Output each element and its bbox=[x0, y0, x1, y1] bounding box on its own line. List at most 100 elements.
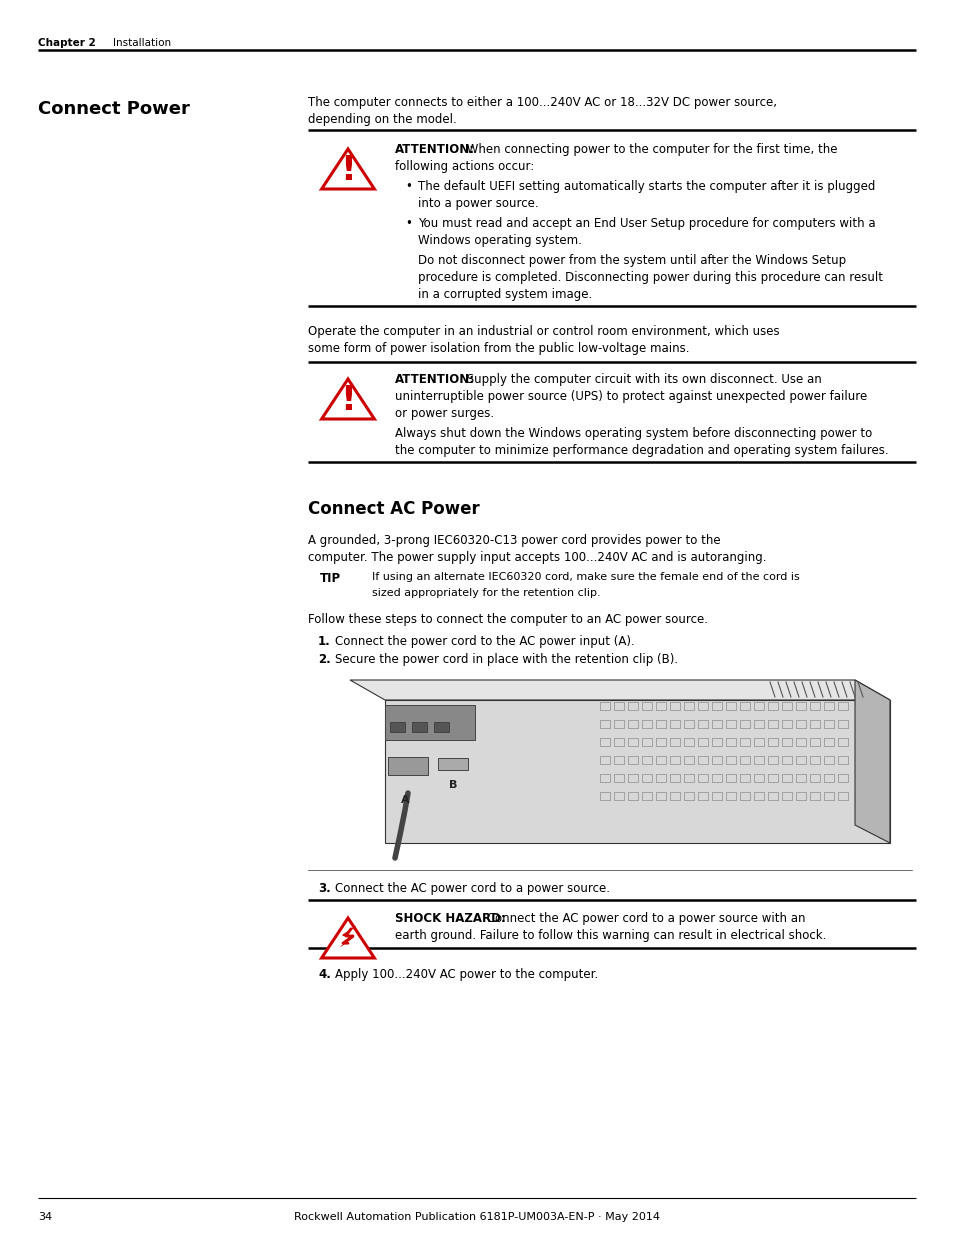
Bar bbox=[725, 774, 735, 782]
Text: ATTENTION:: ATTENTION: bbox=[395, 373, 475, 387]
Text: Secure the power cord in place with the retention clip (B).: Secure the power cord in place with the … bbox=[335, 653, 678, 666]
Bar bbox=[599, 756, 609, 764]
Bar bbox=[823, 774, 833, 782]
Bar bbox=[711, 792, 721, 800]
Bar bbox=[698, 739, 707, 746]
Text: TIP: TIP bbox=[319, 572, 341, 585]
Text: ⚡: ⚡ bbox=[337, 925, 357, 953]
Bar bbox=[781, 739, 791, 746]
Bar bbox=[711, 720, 721, 727]
Text: Connect AC Power: Connect AC Power bbox=[308, 500, 479, 517]
Bar bbox=[711, 756, 721, 764]
Bar bbox=[656, 739, 665, 746]
Bar bbox=[627, 701, 638, 710]
Bar bbox=[781, 720, 791, 727]
Bar bbox=[599, 792, 609, 800]
Bar bbox=[767, 774, 778, 782]
Bar bbox=[627, 774, 638, 782]
Bar bbox=[767, 701, 778, 710]
Text: B: B bbox=[448, 781, 456, 790]
Text: 4.: 4. bbox=[317, 968, 331, 981]
Bar bbox=[740, 774, 749, 782]
Bar bbox=[641, 701, 651, 710]
Bar bbox=[434, 722, 449, 732]
Text: 3.: 3. bbox=[317, 882, 331, 895]
Bar bbox=[669, 756, 679, 764]
Bar bbox=[725, 756, 735, 764]
Bar bbox=[837, 792, 847, 800]
Bar bbox=[614, 701, 623, 710]
Bar bbox=[809, 774, 820, 782]
Bar bbox=[599, 701, 609, 710]
Bar bbox=[795, 739, 805, 746]
Bar bbox=[641, 774, 651, 782]
Bar bbox=[767, 739, 778, 746]
Bar bbox=[753, 701, 763, 710]
Bar bbox=[809, 739, 820, 746]
Text: Connect the AC power cord to a power source with an: Connect the AC power cord to a power sou… bbox=[482, 911, 804, 925]
Text: If using an alternate IEC60320 cord, make sure the female end of the cord is: If using an alternate IEC60320 cord, mak… bbox=[372, 572, 799, 582]
Text: A: A bbox=[400, 795, 409, 805]
Bar bbox=[385, 705, 475, 740]
Bar bbox=[767, 756, 778, 764]
Text: Always shut down the Windows operating system before disconnecting power to: Always shut down the Windows operating s… bbox=[395, 427, 871, 440]
Bar bbox=[767, 720, 778, 727]
Bar bbox=[753, 774, 763, 782]
Text: depending on the model.: depending on the model. bbox=[308, 112, 456, 126]
Bar bbox=[641, 739, 651, 746]
Text: Windows operating system.: Windows operating system. bbox=[417, 233, 581, 247]
Bar bbox=[641, 756, 651, 764]
Bar bbox=[308, 668, 911, 869]
Bar bbox=[740, 701, 749, 710]
Bar bbox=[809, 756, 820, 764]
Bar bbox=[740, 720, 749, 727]
Bar bbox=[725, 739, 735, 746]
Text: The computer connects to either a 100...240V AC or 18...32V DC power source,: The computer connects to either a 100...… bbox=[308, 96, 776, 109]
Bar bbox=[711, 739, 721, 746]
Bar bbox=[823, 739, 833, 746]
Bar bbox=[725, 720, 735, 727]
Bar bbox=[809, 701, 820, 710]
Bar bbox=[641, 720, 651, 727]
Bar bbox=[795, 720, 805, 727]
Bar bbox=[698, 756, 707, 764]
Bar bbox=[781, 792, 791, 800]
Bar bbox=[627, 792, 638, 800]
Bar bbox=[753, 792, 763, 800]
Bar bbox=[823, 701, 833, 710]
Text: A grounded, 3-prong IEC60320-C13 power cord provides power to the: A grounded, 3-prong IEC60320-C13 power c… bbox=[308, 534, 720, 547]
Text: ATTENTION:: ATTENTION: bbox=[395, 143, 475, 156]
Text: The default UEFI setting automatically starts the computer after it is plugged: The default UEFI setting automatically s… bbox=[417, 180, 875, 193]
Text: some form of power isolation from the public low-voltage mains.: some form of power isolation from the pu… bbox=[308, 342, 689, 354]
Text: 34: 34 bbox=[38, 1212, 52, 1221]
Text: You must read and accept an End User Setup procedure for computers with a: You must read and accept an End User Set… bbox=[417, 217, 875, 230]
Polygon shape bbox=[321, 918, 374, 958]
Bar bbox=[753, 756, 763, 764]
Text: earth ground. Failure to follow this warning can result in electrical shock.: earth ground. Failure to follow this war… bbox=[395, 929, 825, 942]
Bar bbox=[683, 756, 693, 764]
Bar bbox=[669, 792, 679, 800]
Bar bbox=[781, 701, 791, 710]
Bar bbox=[683, 792, 693, 800]
Text: Chapter 2: Chapter 2 bbox=[38, 38, 95, 48]
Polygon shape bbox=[385, 700, 889, 844]
Text: or power surges.: or power surges. bbox=[395, 408, 494, 420]
Bar bbox=[698, 701, 707, 710]
Bar bbox=[669, 774, 679, 782]
Bar bbox=[627, 720, 638, 727]
Text: Do not disconnect power from the system until after the Windows Setup: Do not disconnect power from the system … bbox=[417, 254, 845, 267]
Bar bbox=[683, 774, 693, 782]
Bar bbox=[711, 774, 721, 782]
Text: sized appropriately for the retention clip.: sized appropriately for the retention cl… bbox=[372, 588, 600, 598]
Text: Rockwell Automation Publication 6181P-UM003A-EN-P · May 2014: Rockwell Automation Publication 6181P-UM… bbox=[294, 1212, 659, 1221]
Polygon shape bbox=[350, 680, 889, 700]
Bar bbox=[669, 701, 679, 710]
Bar bbox=[837, 701, 847, 710]
Text: Connect Power: Connect Power bbox=[38, 100, 190, 119]
Bar bbox=[683, 701, 693, 710]
Text: 2.: 2. bbox=[317, 653, 331, 666]
Text: in a corrupted system image.: in a corrupted system image. bbox=[417, 288, 592, 301]
Bar bbox=[412, 722, 427, 732]
Bar bbox=[837, 774, 847, 782]
Bar bbox=[740, 792, 749, 800]
